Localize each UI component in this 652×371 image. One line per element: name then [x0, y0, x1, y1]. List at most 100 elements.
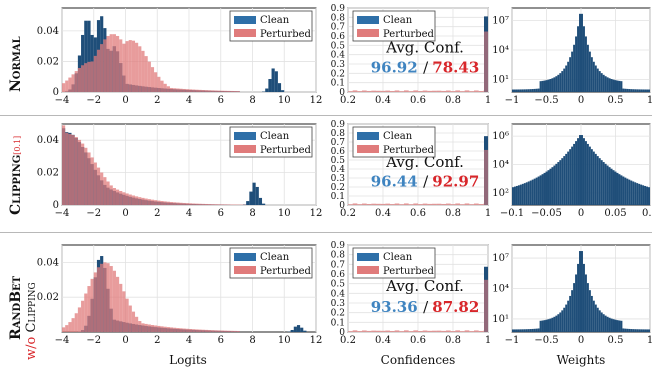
- perturbed-bar: [185, 89, 189, 92]
- perturbed-bar: [144, 56, 148, 92]
- perturbed-bar: [220, 330, 224, 332]
- weight-bar: [612, 319, 615, 332]
- weight-bar: [598, 71, 601, 92]
- x-tick-label: 6: [218, 95, 224, 106]
- perturbed-bar: [119, 39, 123, 92]
- perturbed-bar: [128, 40, 132, 92]
- weight-bar: [533, 88, 536, 92]
- weight-bar: [592, 151, 595, 205]
- weight-bar: [648, 89, 650, 92]
- x-tick-label: 8: [249, 95, 255, 106]
- x-tick-label: −4: [55, 95, 70, 106]
- perturbed-bar: [236, 330, 240, 332]
- perturbed-bar: [150, 67, 155, 92]
- perturbed-bar: [90, 278, 94, 332]
- weight-bar: [620, 175, 623, 205]
- weight-bar: [581, 13, 583, 92]
- y-tick-label: 0.1: [331, 79, 345, 89]
- perturbed-bar: [404, 330, 409, 332]
- x-tick-label: 0: [578, 335, 584, 346]
- perturbed-bar: [157, 325, 161, 332]
- row-label-normal: Normal: [8, 36, 24, 92]
- weight-bar: [596, 68, 599, 92]
- weight-bar: [541, 174, 544, 205]
- y-tick-label: 0.7: [331, 260, 346, 270]
- y-tick-label: 0.1: [331, 192, 345, 202]
- weight-bar: [573, 283, 576, 332]
- perturbed-bar: [464, 330, 470, 332]
- clean-bar: [252, 182, 256, 205]
- x-tick-label: 0: [578, 95, 584, 106]
- legend-label-perturbed: Perturbed: [383, 266, 435, 277]
- weight-bar: [527, 89, 530, 92]
- weight-bar: [517, 329, 520, 332]
- weight-bar: [571, 290, 574, 332]
- perturbed-bar: [422, 203, 428, 205]
- weight-bar: [586, 283, 589, 332]
- weight-bar: [535, 328, 538, 332]
- weight-bar: [581, 135, 583, 205]
- x-axis-label-confidences: Confidences: [381, 353, 456, 367]
- weight-bar: [561, 71, 564, 92]
- weight-bar: [594, 153, 597, 205]
- y-tick-label: 0.02: [37, 168, 59, 179]
- weight-bar: [630, 329, 633, 332]
- y-tick-label: 0: [339, 88, 345, 98]
- weight-bar: [557, 314, 560, 332]
- y-tick-label: 0.04: [37, 135, 59, 146]
- x-tick-label: 0.4: [375, 208, 391, 219]
- clean-bar: [262, 203, 266, 205]
- perturbed-bar: [432, 203, 437, 205]
- perturbed-bar: [138, 197, 142, 205]
- clean-bar: [81, 34, 85, 92]
- perturbed-bar: [182, 88, 186, 92]
- perturbed-bar: [211, 90, 215, 92]
- x-tick-label: 0.2: [340, 95, 356, 106]
- x-tick-label: 0.8: [445, 208, 461, 219]
- x-tick-label: 0.2: [340, 208, 356, 219]
- x-tick-label: 8: [249, 335, 255, 346]
- weight-bar: [563, 68, 566, 92]
- x-tick-label: 0: [122, 208, 128, 219]
- weight-bar: [598, 158, 601, 205]
- weight-bar: [553, 165, 556, 205]
- row-label-clipping: Clipping[0.1]: [8, 135, 24, 215]
- legend-swatch-clean: [357, 253, 379, 261]
- perturbed-bar: [418, 331, 423, 332]
- perturbed-bar: [81, 300, 85, 332]
- perturbed-bar: [371, 90, 376, 92]
- perturbed-bar: [223, 330, 228, 332]
- perturbed-bar: [141, 323, 145, 332]
- legend-label-clean: Clean: [383, 252, 413, 263]
- x-tick-label: 10: [278, 335, 291, 346]
- perturbed-bar: [223, 204, 228, 205]
- perturbed-bar: [74, 137, 78, 205]
- x-tick-label: 12: [310, 335, 323, 346]
- perturbed-bar: [166, 201, 170, 205]
- weight-bar: [634, 89, 637, 92]
- perturbed-bar: [217, 330, 221, 332]
- perturbed-bar: [169, 202, 174, 205]
- perturbed-bar: [135, 316, 139, 332]
- weight-bar: [513, 329, 516, 332]
- x-tick-label: 0.8: [445, 95, 461, 106]
- perturbed-bar: [138, 46, 142, 92]
- perturbed-bar: [100, 263, 104, 332]
- weight-bar: [521, 89, 524, 92]
- weight-bar: [551, 317, 554, 332]
- weight-bar: [512, 89, 514, 92]
- perturbed-bar: [236, 91, 240, 92]
- perturbed-bar: [125, 298, 129, 332]
- y-tick-label: 0.6: [331, 270, 346, 280]
- perturbed-bar: [220, 90, 224, 92]
- x-tick-label: 0.6: [410, 95, 426, 106]
- weight-bar: [600, 160, 603, 205]
- perturbed-bar: [106, 35, 110, 92]
- perturbed-bar: [77, 67, 82, 92]
- perturbed-bar: [422, 330, 428, 332]
- x-tick-label: 4: [186, 95, 192, 106]
- weight-bar: [561, 158, 564, 205]
- x-tick-label: −0.05: [531, 208, 562, 219]
- legend-label-perturbed: Perturbed: [260, 145, 312, 156]
- weight-bar: [521, 183, 524, 205]
